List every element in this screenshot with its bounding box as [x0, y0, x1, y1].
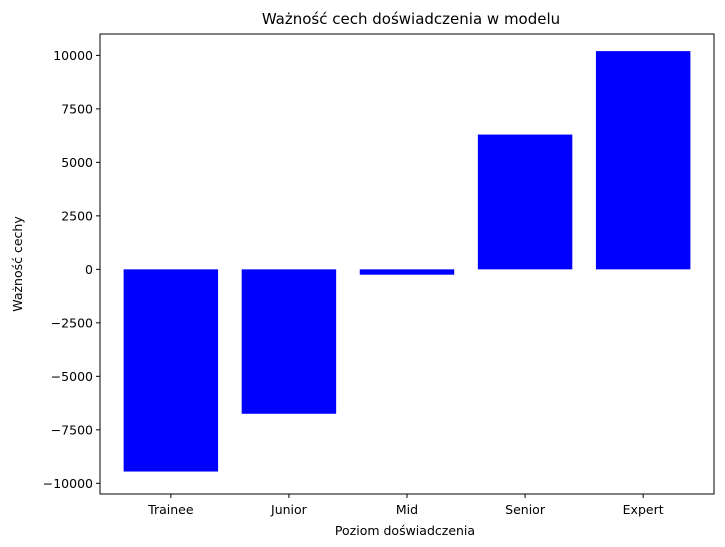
y-tick-label: −10000	[43, 476, 93, 491]
x-tick-label: Junior	[270, 502, 308, 517]
x-axis-ticks: Trainee Junior Mid Senior Expert	[147, 494, 664, 517]
y-tick-label: 7500	[61, 101, 93, 116]
y-axis-label: Ważność cechy	[10, 216, 25, 312]
y-tick-label: 0	[85, 262, 93, 277]
y-tick-label: 5000	[61, 155, 93, 170]
bar-trainee	[123, 269, 219, 472]
y-tick-label: 2500	[61, 208, 93, 223]
bars-group	[123, 51, 691, 472]
y-tick-label: 10000	[53, 48, 93, 63]
chart-title: Ważność cech doświadczenia w modelu	[262, 10, 560, 28]
x-tick-label: Mid	[396, 502, 418, 517]
x-tick-label: Trainee	[147, 502, 194, 517]
bar-senior	[477, 134, 573, 270]
y-tick-label: −5000	[51, 369, 93, 384]
y-tick-label: −7500	[51, 422, 93, 437]
bar-junior	[241, 269, 337, 414]
x-tick-label: Expert	[623, 502, 664, 517]
plot-frame	[99, 33, 715, 495]
x-axis-label: Poziom doświadczenia	[335, 523, 475, 538]
y-axis-ticks: −10000 −7500 −5000 −2500 0 2500 5000 7500 10000	[43, 48, 100, 491]
x-tick-label: Senior	[505, 502, 546, 517]
bar-mid	[359, 269, 455, 275]
bar-expert	[595, 51, 691, 270]
y-tick-label: −2500	[51, 315, 93, 330]
